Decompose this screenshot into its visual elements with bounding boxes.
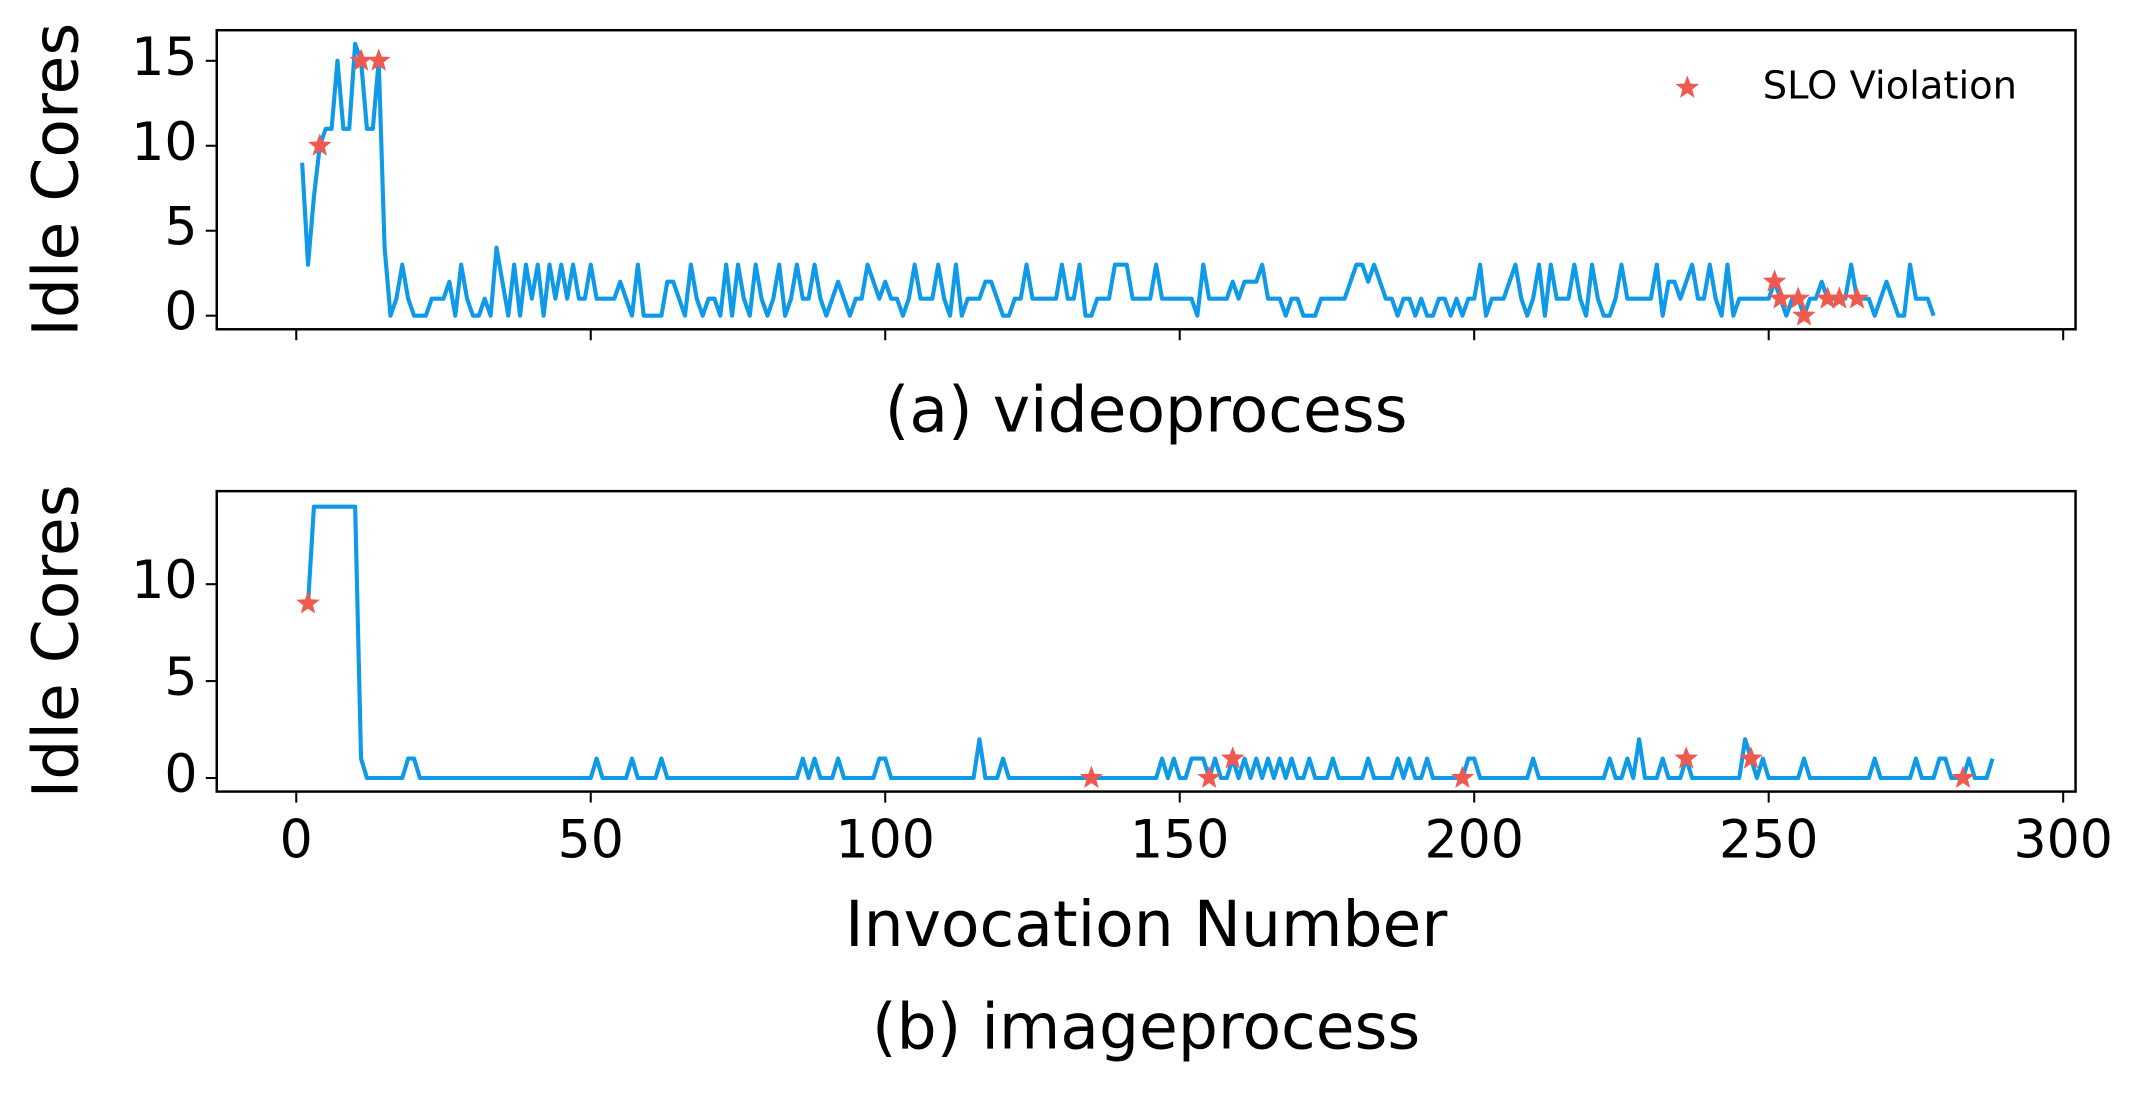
y-tick-label: 5	[164, 198, 197, 258]
y-axis-label: Idle Cores	[18, 484, 92, 798]
slo-violation-marker	[1951, 765, 1975, 788]
slo-violation-marker	[1786, 286, 1810, 309]
plot-frame	[215, 28, 2077, 331]
slo-violation-marker	[366, 48, 391, 71]
x-tick-label: 200	[1424, 811, 1523, 871]
caption: (a) videoprocess	[885, 372, 1408, 446]
x-tick-label: 50	[558, 811, 624, 871]
slo-violation-marker	[1197, 765, 1221, 788]
y-axis-label: Idle Cores	[18, 23, 92, 337]
slo-violation-marker	[1739, 746, 1763, 769]
slo-violation-marker	[1450, 765, 1475, 788]
slo-violation-marker	[1768, 286, 1793, 309]
slo-violation-marker	[1220, 746, 1245, 769]
plot-frame	[215, 489, 2077, 793]
x-tick-label: 250	[1719, 811, 1818, 871]
slo-violation-marker	[1845, 286, 1869, 309]
line-series	[305, 504, 1995, 781]
slo-violation-marker	[308, 133, 332, 156]
slo-violation-marker	[1079, 765, 1104, 788]
slo-violation-marker	[1815, 286, 1840, 309]
y-tick-label: 5	[164, 648, 197, 708]
x-axis-label: Invocation Number	[845, 887, 1447, 961]
slo-violation-marker	[1674, 746, 1698, 769]
caption: (b) imageprocess	[872, 990, 1420, 1064]
slo-violation-marker	[1827, 286, 1852, 309]
y-tick-label: 10	[131, 551, 197, 611]
slo-violation-marker	[1762, 269, 1787, 292]
y-tick-label: 15	[131, 28, 197, 88]
y-tick-label: 0	[164, 745, 197, 805]
legend-marker	[1675, 75, 1700, 98]
slo-violation-marker	[1792, 303, 1816, 326]
slo-violation-marker	[296, 591, 320, 614]
x-tick-label: 100	[835, 811, 934, 871]
slo-violation-marker	[349, 48, 373, 71]
legend-label: SLO Violation	[1763, 63, 2017, 108]
x-tick-label: 300	[2013, 811, 2112, 871]
y-tick-label: 0	[164, 283, 197, 343]
x-tick-label: 0	[280, 811, 313, 871]
y-tick-label: 10	[131, 113, 197, 173]
line-series	[300, 41, 1936, 318]
x-tick-label: 150	[1130, 811, 1229, 871]
